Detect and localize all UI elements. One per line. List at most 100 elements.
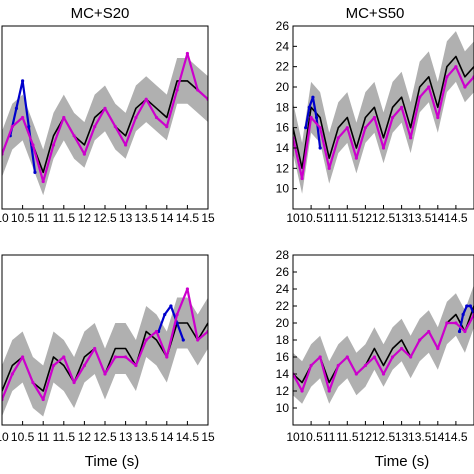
x-axis-label-right: Time (s) <box>375 453 429 470</box>
y-tick-label: 18 <box>276 333 290 347</box>
data-point <box>163 312 167 317</box>
y-tick-label: 18 <box>276 100 290 114</box>
panel-mc-s50: 10 10.5 11 11.5 12 12.5 13 13.5 14 14.51012141618… <box>276 19 474 225</box>
data-point <box>363 363 367 368</box>
data-point <box>363 126 367 130</box>
data-point <box>124 143 128 147</box>
x-tick-label: 13.5 <box>408 430 432 444</box>
y-tick-label: 14 <box>276 141 290 155</box>
data-point <box>144 338 148 342</box>
data-point <box>327 166 331 170</box>
x-tick-label: 10.5 <box>11 211 35 225</box>
data-point <box>82 152 86 156</box>
x-tick-label: 13 <box>395 430 409 444</box>
data-point <box>185 287 189 291</box>
x-tick-label: 14.5 <box>176 211 200 225</box>
data-point <box>409 355 413 359</box>
data-point <box>318 146 322 150</box>
x-tick-label: 13 <box>395 211 409 225</box>
data-point <box>169 304 173 308</box>
data-point <box>196 338 200 342</box>
x-tick-label: 11.5 <box>53 211 76 225</box>
data-point <box>62 355 66 359</box>
data-point <box>409 136 413 140</box>
data-point <box>309 363 313 368</box>
data-point <box>51 143 56 147</box>
x-tick-label: 14 <box>431 430 445 444</box>
y-tick-label: 26 <box>276 265 290 279</box>
data-point <box>345 126 349 130</box>
x-tick-label: 14.5 <box>444 430 468 444</box>
data-point <box>10 372 14 376</box>
y-tick-label: 22 <box>276 60 290 74</box>
y-tick-label: 20 <box>276 316 290 330</box>
x-tick-label: 13.5 <box>408 211 432 225</box>
data-point <box>463 85 467 89</box>
data-point <box>336 363 340 368</box>
uncertainty-band <box>2 58 208 196</box>
data-point <box>21 79 25 83</box>
data-point <box>300 389 304 393</box>
x-tick-label: 15 <box>201 211 215 225</box>
x-tick-label: 11 <box>37 430 50 444</box>
data-point <box>165 355 169 359</box>
data-point <box>113 355 117 359</box>
y-tick-label: 10 <box>276 182 290 196</box>
uncertainty-band <box>293 31 474 194</box>
panel-bottom-right: 10 10.5 11 11.5 12 12.5 13 13.5 14 14.51012141618… <box>276 248 474 444</box>
y-tick-label: 20 <box>276 80 290 94</box>
data-point <box>185 51 189 56</box>
data-point <box>41 179 45 184</box>
x-tick-label: 14.5 <box>444 211 468 225</box>
data-point <box>175 312 179 317</box>
model-line <box>293 55 474 170</box>
data-point <box>181 338 185 342</box>
y-tick-label: 10 <box>276 401 290 415</box>
data-point <box>427 329 431 334</box>
data-point <box>124 355 128 359</box>
x-tick-label: 12 <box>78 430 92 444</box>
uncertainty-band <box>293 284 474 404</box>
x-tick-label: 11.5 <box>53 430 76 444</box>
data-point <box>461 312 465 317</box>
y-tick-label: 22 <box>276 299 290 313</box>
data-point <box>307 105 311 109</box>
data-point <box>31 380 35 385</box>
data-point <box>345 355 349 359</box>
data-point <box>93 125 97 129</box>
data-point <box>390 115 395 120</box>
data-point <box>31 143 35 147</box>
x-tick-label: 14 <box>160 430 174 444</box>
data-point <box>33 170 37 174</box>
data-point <box>72 134 76 138</box>
x-tick-label: 10.5 <box>299 211 323 225</box>
data-point <box>381 372 386 376</box>
data-point <box>27 125 31 129</box>
data-point <box>468 304 472 308</box>
data-point <box>372 115 377 120</box>
data-point <box>390 355 395 359</box>
data-point <box>400 346 404 351</box>
x-tick-label: 11.5 <box>336 430 359 444</box>
data-point <box>457 329 462 334</box>
x-tick-label: 14 <box>431 211 445 225</box>
data-point <box>354 156 358 160</box>
data-point <box>51 363 56 368</box>
uncertainty-band <box>2 297 208 417</box>
data-point <box>336 136 340 140</box>
data-point <box>113 125 117 129</box>
data-point <box>465 304 469 308</box>
data-point <box>318 126 322 130</box>
data-point <box>14 106 19 110</box>
data-point <box>10 125 14 129</box>
data-point <box>445 321 449 325</box>
x-tick-label: 13.5 <box>135 211 159 225</box>
data-point <box>454 65 458 69</box>
data-point <box>165 125 169 129</box>
data-point <box>62 115 66 120</box>
x-tick-label: 15 <box>201 430 215 444</box>
x-tick-label: 10 <box>286 430 300 444</box>
data-point <box>41 397 45 402</box>
